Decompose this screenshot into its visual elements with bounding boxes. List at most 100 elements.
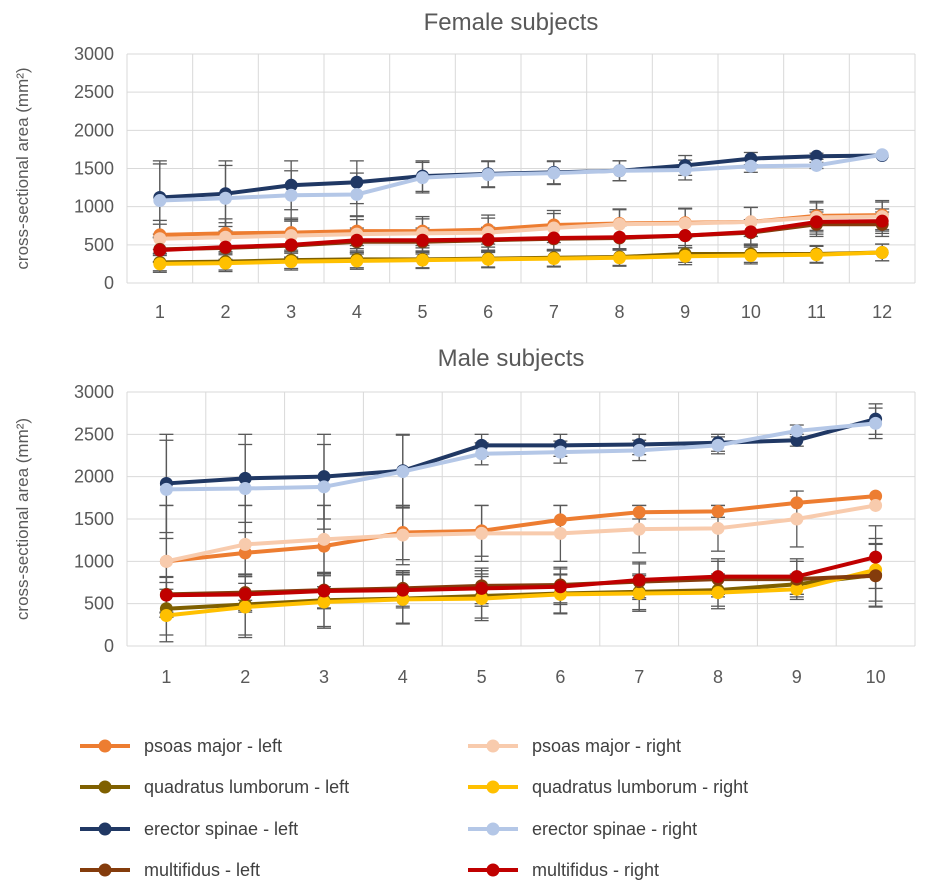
female-point-erector-spinae-right — [416, 171, 429, 185]
male-point-erector-spinae-right — [317, 480, 331, 494]
male-point-psoas-major-right — [711, 521, 725, 535]
legend-label-quadratus-lumborum-left: quadratus lumborum - left — [144, 777, 349, 797]
male-point-quadratus-lumborum-right — [396, 592, 410, 606]
female-point-quadratus-lumborum-right — [481, 252, 495, 266]
male-point-psoas-major-right — [632, 522, 646, 536]
legend-marker-quadratus-lumborum-left — [98, 780, 112, 794]
legend-marker-multifidus-left — [98, 863, 112, 877]
female-x-tick-label: 4 — [352, 302, 362, 322]
male-point-psoas-major-left — [553, 513, 567, 527]
male-point-erector-spinae-right — [396, 465, 410, 479]
female-point-psoas-major-right — [744, 215, 758, 229]
female-point-multifidus-right — [744, 225, 758, 239]
male-point-psoas-major-right — [553, 526, 567, 540]
male-x-tick-label: 5 — [477, 667, 487, 687]
female-point-psoas-major-right — [547, 221, 561, 235]
male-point-quadratus-lumborum-right — [475, 592, 489, 606]
female-point-multifidus-right — [613, 230, 626, 244]
male-point-psoas-major-right — [238, 537, 252, 551]
male-point-psoas-major-right — [159, 554, 173, 568]
male-x-tick-label: 4 — [398, 667, 408, 687]
male-point-quadratus-lumborum-right — [632, 587, 646, 601]
female-point-quadratus-lumborum-right — [153, 257, 167, 271]
female-point-erector-spinae-right — [547, 166, 561, 180]
male-series-line-multifidus-right — [166, 555, 877, 598]
female-x-tick-label: 12 — [872, 302, 892, 322]
female-x-tick-label: 11 — [807, 302, 826, 322]
male-point-multifidus-right — [317, 584, 331, 598]
legend-label-psoas-major-left: psoas major - left — [144, 736, 282, 756]
female-point-multifidus-right — [481, 232, 495, 246]
female-point-quadratus-lumborum-right — [416, 253, 429, 267]
legend-label-psoas-major-right: psoas major - right — [532, 736, 681, 756]
male-point-psoas-major-left — [790, 496, 804, 510]
male-point-multifidus-right — [159, 588, 173, 602]
legend-label-erector-spinae-right: erector spinae - right — [532, 819, 697, 839]
legend-label-multifidus-right: multifidus - right — [532, 860, 659, 880]
male-point-psoas-major-right — [869, 498, 883, 512]
male-x-tick-label: 7 — [634, 667, 644, 687]
male-point-quadratus-lumborum-right — [159, 609, 173, 623]
female-x-tick-label: 3 — [286, 302, 296, 322]
female-x-tick-label: 8 — [614, 302, 624, 322]
male-point-multifidus-right — [553, 580, 567, 594]
female-point-multifidus-right — [219, 240, 232, 254]
male-point-erector-spinae-right — [238, 482, 252, 496]
female-point-erector-spinae-right — [350, 187, 364, 201]
male-point-psoas-major-left — [711, 504, 725, 518]
female-point-erector-spinae-right — [284, 188, 298, 202]
female-point-quadratus-lumborum-right — [744, 249, 758, 263]
male-point-erector-spinae-right — [475, 447, 489, 461]
male-point-erector-spinae-right — [711, 438, 725, 452]
male-point-psoas-major-left — [632, 505, 646, 519]
legend-marker-erector-spinae-right — [486, 822, 500, 836]
male-x-tick-label: 8 — [713, 667, 723, 687]
female-point-erector-spinae-right — [481, 168, 495, 182]
male-point-psoas-major-right — [396, 528, 410, 542]
female-point-erector-spinae-right — [875, 148, 889, 162]
male-point-multifidus-right — [238, 587, 252, 601]
male-point-multifidus-left — [869, 569, 883, 583]
male-y-tick-label: 3000 — [74, 382, 114, 402]
male-y-tick-label: 500 — [84, 594, 114, 614]
female-point-quadratus-lumborum-right — [219, 256, 232, 270]
legend-label-multifidus-left: multifidus - left — [144, 860, 260, 880]
legend-marker-quadratus-lumborum-right — [486, 780, 500, 794]
male-point-erector-spinae-right — [553, 445, 567, 459]
female-point-multifidus-right — [416, 233, 429, 247]
female-point-erector-spinae-right — [810, 158, 823, 172]
female-point-psoas-major-right — [153, 232, 167, 246]
male-point-multifidus-right — [632, 573, 646, 587]
male-x-tick-label: 6 — [555, 667, 565, 687]
female-point-multifidus-right — [284, 238, 298, 252]
male-point-multifidus-right — [869, 550, 883, 564]
male-point-erector-spinae-right — [790, 424, 804, 438]
female-series-line-psoas-major-right — [159, 214, 883, 241]
male-point-psoas-major-right — [790, 512, 804, 526]
female-y-tick-label: 3000 — [74, 44, 114, 64]
male-y-tick-label: 0 — [104, 636, 114, 656]
female-point-erector-spinae-right — [744, 159, 758, 173]
female-x-tick-label: 1 — [155, 302, 165, 322]
male-y-axis-label: cross-sectional area (mm²) — [13, 418, 32, 620]
female-y-tick-label: 500 — [84, 235, 114, 255]
male-point-quadratus-lumborum-right — [711, 586, 725, 600]
male-series-line-quadratus-lumborum-right — [166, 567, 877, 618]
legend-marker-multifidus-right — [486, 863, 500, 877]
male-point-erector-spinae-right — [159, 482, 173, 496]
female-x-tick-label: 6 — [483, 302, 493, 322]
male-point-quadratus-lumborum-right — [317, 595, 331, 609]
female-point-erector-spinae-right — [219, 191, 232, 205]
male-chart-title: Male subjects — [438, 345, 585, 372]
legend-label-erector-spinae-left: erector spinae - left — [144, 819, 298, 839]
female-chart-panel: Female subjects 0 500 1000 1500 2000 2500 3000 1… — [13, 9, 916, 322]
female-series-line-erector-spinae-right — [159, 152, 883, 203]
male-y-tick-label: 2000 — [74, 467, 114, 487]
female-point-erector-spinae-left — [284, 178, 298, 192]
male-x-tick-label: 2 — [240, 667, 250, 687]
female-y-tick-label: 2500 — [74, 82, 114, 102]
female-point-multifidus-right — [875, 214, 889, 228]
male-point-erector-spinae-right — [632, 443, 646, 457]
female-x-tick-label: 5 — [417, 302, 427, 322]
